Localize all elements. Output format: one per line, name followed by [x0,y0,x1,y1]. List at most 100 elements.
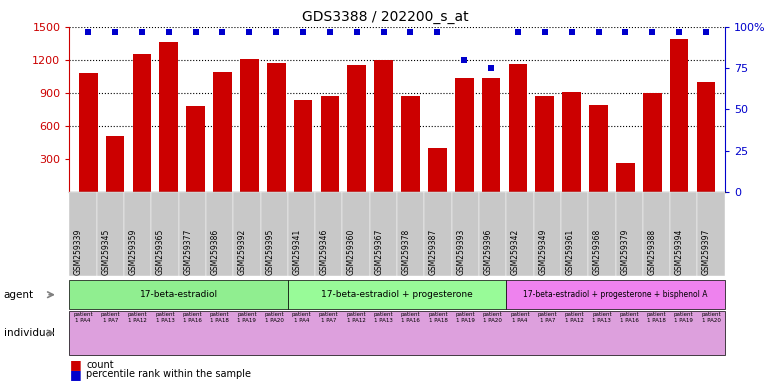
Point [217,29,229,35]
Text: patient
1 PA20: patient 1 PA20 [264,312,284,323]
Point [700,29,712,35]
Text: GSM259367: GSM259367 [375,228,383,275]
Text: GSM259378: GSM259378 [402,228,411,275]
Point [324,29,336,35]
Text: GSM259365: GSM259365 [156,228,165,275]
Text: patient
1 PA18: patient 1 PA18 [210,312,230,323]
Point [512,29,524,35]
Point [592,29,604,35]
Text: patient
1 PA4: patient 1 PA4 [291,312,311,323]
Text: count: count [86,360,114,370]
Bar [106,136,124,192]
Text: patient
1 PA12: patient 1 PA12 [564,312,584,323]
Text: 17-beta-estradiol + progesterone: 17-beta-estradiol + progesterone [322,290,473,299]
Bar [535,96,554,192]
Text: GSM259377: GSM259377 [183,228,192,275]
Text: patient
1 PA16: patient 1 PA16 [183,312,202,323]
Text: patient
1 PA12: patient 1 PA12 [346,312,366,323]
Text: patient
1 PA13: patient 1 PA13 [592,312,611,323]
Text: 17-beta-estradiol + progesterone + bisphenol A: 17-beta-estradiol + progesterone + bisph… [524,290,708,299]
Text: GSM259379: GSM259379 [620,228,629,275]
Text: patient
1 PA18: patient 1 PA18 [428,312,448,323]
Text: GSM259388: GSM259388 [648,228,656,275]
Bar [509,64,527,192]
Bar [401,96,420,192]
Bar [213,72,232,192]
Text: GSM259397: GSM259397 [702,228,711,275]
Point [646,29,658,35]
Point [243,29,255,35]
Text: GDS3388 / 202200_s_at: GDS3388 / 202200_s_at [302,10,469,23]
Text: GSM259394: GSM259394 [675,228,684,275]
Text: GSM259396: GSM259396 [483,228,493,275]
Point [619,29,631,35]
Bar [643,93,662,192]
Bar [79,73,98,192]
Text: patient
1 PA16: patient 1 PA16 [401,312,420,323]
Text: patient
1 PA7: patient 1 PA7 [100,312,120,323]
Point [673,29,685,35]
Text: GSM259339: GSM259339 [74,228,83,275]
Bar [240,59,259,192]
Text: ■: ■ [69,358,81,371]
Text: GSM259387: GSM259387 [429,228,438,275]
Text: patient
1 PA7: patient 1 PA7 [319,312,338,323]
Text: 17-beta-estradiol: 17-beta-estradiol [140,290,217,299]
Text: patient
1 PA12: patient 1 PA12 [128,312,147,323]
Text: GSM259360: GSM259360 [347,228,356,275]
Point [163,29,175,35]
Bar [670,39,689,192]
Point [378,29,390,35]
Text: GSM259392: GSM259392 [238,228,247,275]
Bar [616,163,635,192]
Text: patient
1 PA13: patient 1 PA13 [374,312,393,323]
Text: patient
1 PA4: patient 1 PA4 [510,312,530,323]
Text: patient
1 PA19: patient 1 PA19 [674,312,694,323]
Point [485,65,497,71]
Text: GSM259345: GSM259345 [101,228,110,275]
Text: GSM259395: GSM259395 [265,228,274,275]
Point [270,29,282,35]
Text: patient
1 PA19: patient 1 PA19 [237,312,257,323]
Text: GSM259349: GSM259349 [538,228,547,275]
Bar [294,99,312,192]
Point [190,29,202,35]
Point [539,29,551,35]
Bar [133,55,151,192]
Text: GSM259341: GSM259341 [292,228,301,275]
Text: patient
1 PA7: patient 1 PA7 [537,312,557,323]
Text: patient
1 PA4: patient 1 PA4 [73,312,93,323]
Text: patient
1 PA20: patient 1 PA20 [702,312,721,323]
Bar [455,78,473,192]
Bar [374,60,393,192]
Bar [267,63,285,192]
Text: ■: ■ [69,368,81,381]
Text: GSM259393: GSM259393 [456,228,466,275]
Text: GSM259386: GSM259386 [210,228,220,275]
Text: individual: individual [4,328,55,338]
Text: patient
1 PA20: patient 1 PA20 [483,312,503,323]
Point [109,29,121,35]
Point [136,29,148,35]
Bar [348,65,366,192]
Bar [482,78,500,192]
Text: patient
1 PA18: patient 1 PA18 [647,312,666,323]
Point [458,57,470,63]
Point [297,29,309,35]
Text: patient
1 PA19: patient 1 PA19 [456,312,475,323]
Bar [160,42,178,192]
Text: percentile rank within the sample: percentile rank within the sample [86,369,251,379]
Text: agent: agent [4,290,34,300]
Bar [562,92,581,192]
Point [565,29,577,35]
Text: GSM259342: GSM259342 [511,228,520,275]
Point [82,29,94,35]
Text: GSM259368: GSM259368 [593,228,602,275]
Text: GSM259346: GSM259346 [320,228,328,275]
Bar [428,148,446,192]
Bar [589,105,608,192]
Bar [321,96,339,192]
Point [404,29,416,35]
Text: GSM259361: GSM259361 [566,228,574,275]
Text: patient
1 PA16: patient 1 PA16 [619,312,639,323]
